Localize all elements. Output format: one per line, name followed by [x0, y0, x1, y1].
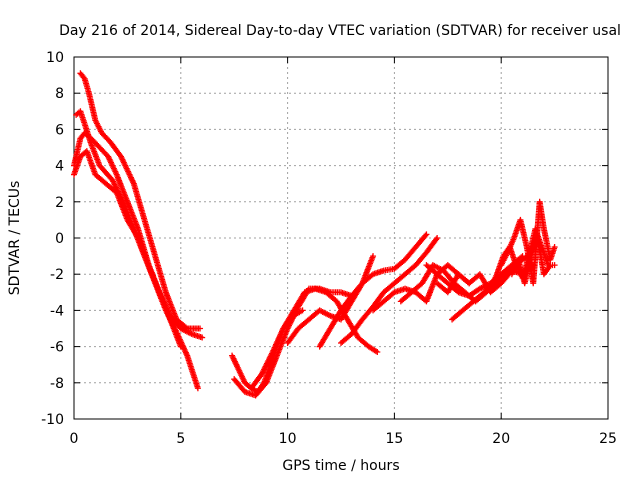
axis-ticks: 0 5 10 15 20 25 -10 -8 -6 -4 -2 0 2 4 6 8 10 [41, 50, 617, 447]
data-point [299, 307, 306, 314]
y-tick-label: 10 [46, 50, 64, 66]
y-axis-label: SDTVAR / TECUs [7, 181, 23, 296]
y-tick-label: -8 [50, 376, 64, 392]
y-tick-label: 4 [55, 159, 64, 175]
data-point [433, 236, 440, 243]
data-point [374, 349, 381, 356]
data-point [370, 253, 377, 260]
y-tick-label: -10 [41, 412, 64, 428]
x-tick-label: 10 [279, 431, 297, 447]
data-point [194, 385, 201, 392]
data-point [182, 324, 189, 331]
series-arc-j [338, 235, 441, 346]
series-arc-c [77, 70, 204, 332]
x-tick-label: 15 [385, 431, 403, 447]
x-tick-label: 0 [70, 431, 79, 447]
y-tick-label: 6 [55, 122, 64, 138]
y-tick-label: 0 [55, 231, 64, 247]
data-point [551, 262, 558, 269]
series-arc-b [73, 108, 201, 392]
data-point [199, 334, 206, 341]
x-tick-label: 20 [492, 431, 510, 447]
y-tick-label: 8 [55, 86, 64, 102]
series-arc-d [71, 148, 184, 350]
x-tick-label: 25 [599, 431, 617, 447]
data-point [423, 231, 430, 238]
series-arc-i [316, 231, 430, 350]
x-tick-label: 5 [176, 431, 185, 447]
x-axis-label: GPS time / hours [282, 458, 399, 474]
data-point [551, 244, 558, 251]
data-point [422, 232, 429, 239]
y-tick-label: -2 [50, 267, 64, 283]
grid [74, 57, 608, 419]
y-tick-label: -6 [50, 340, 64, 356]
y-tick-label: -4 [50, 303, 64, 319]
data-point [197, 325, 204, 332]
data-points [71, 70, 558, 399]
data-point [177, 343, 184, 350]
y-tick-label: 2 [55, 195, 64, 211]
data-point [434, 235, 441, 241]
series-arc-r [508, 235, 558, 287]
chart-title: Day 216 of 2014, Sidereal Day-to-day VTE… [59, 23, 621, 39]
